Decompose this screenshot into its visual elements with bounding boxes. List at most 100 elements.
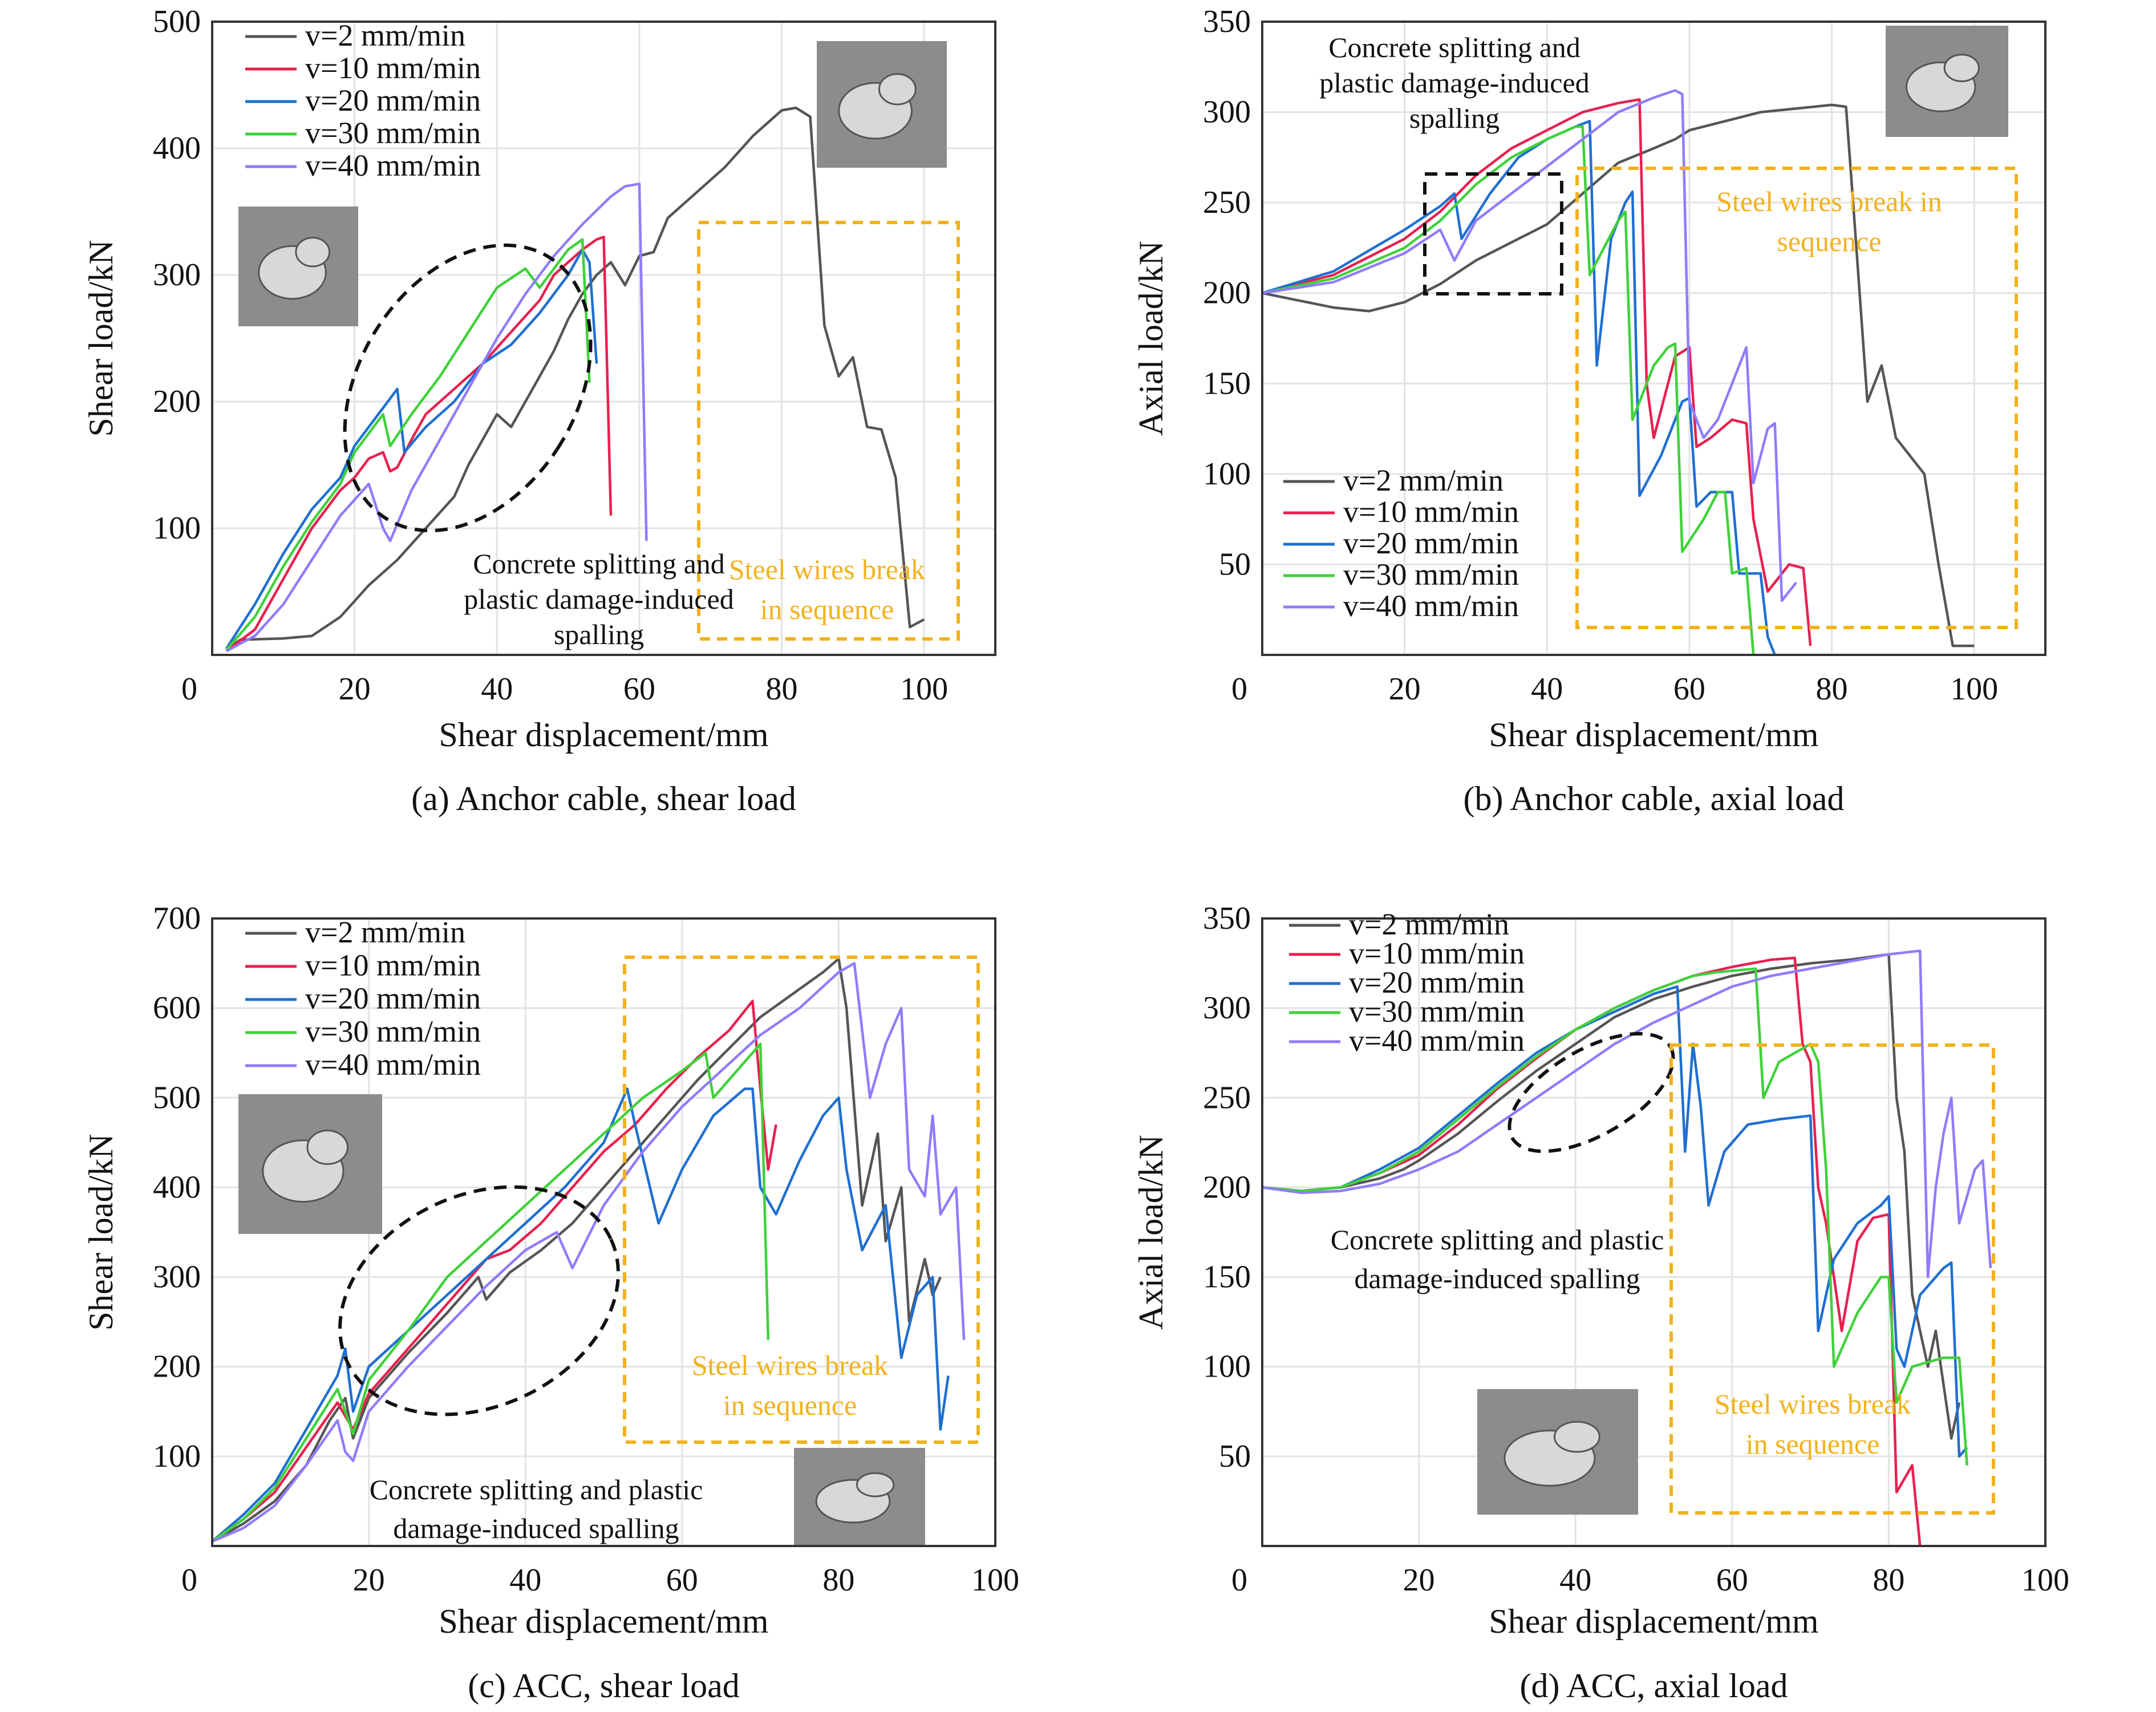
x-tick-label: 40	[481, 671, 513, 707]
x-tick-label: 60	[1716, 1563, 1748, 1598]
legend-label: v=30 mm/min	[305, 1014, 481, 1049]
y-tick-label: 200	[1203, 276, 1251, 311]
series-line-v30	[1262, 967, 1968, 1466]
x-tick-label: 20	[1403, 1563, 1435, 1598]
legend-label: v=20 mm/min	[1343, 526, 1519, 560]
y-tick-label: 300	[1203, 990, 1251, 1026]
y-tick-label: 250	[1203, 185, 1251, 220]
x-tick-label: 40	[1531, 671, 1563, 707]
x-axis-title: Shear displacement/mm	[1489, 716, 1818, 754]
y-tick-label: 100	[153, 1439, 201, 1474]
y-tick-label: 200	[153, 1349, 201, 1385]
concrete-annotation-text: Concrete splitting and	[1328, 31, 1580, 63]
concrete-annotation-text: Concrete splitting and plastic	[370, 1474, 703, 1505]
photo-detail	[1553, 1420, 1600, 1453]
y-tick-label: 350	[1203, 901, 1251, 936]
concrete-damage-box	[1423, 172, 1563, 296]
wire-annotation-text: sequence	[1777, 225, 1881, 257]
x-tick-label: 80	[766, 671, 798, 707]
plot-frame	[211, 917, 996, 1547]
series-line-v10	[225, 236, 613, 653]
y-tick-label: 50	[1219, 1439, 1251, 1474]
x-tick-label: 20	[353, 1563, 385, 1598]
x-tick-label: 0	[181, 1563, 197, 1598]
legend-label: v=2 mm/min	[1343, 463, 1503, 497]
specimen-photo-0	[817, 41, 947, 168]
legend-label: v=2 mm/min	[305, 915, 465, 949]
y-tick-label: 100	[1203, 1349, 1251, 1385]
photo-detail	[306, 1130, 349, 1165]
wire-annotation-text: in sequence	[1746, 1428, 1880, 1460]
x-axis-title: Shear displacement/mm	[439, 716, 768, 754]
plot-frame	[1261, 21, 2046, 656]
x-tick-label: 0	[1231, 1563, 1247, 1598]
legend-label: v=20 mm/min	[1349, 965, 1525, 999]
y-tick-label: 100	[153, 511, 201, 546]
wire-annotation-text: Steel wires break in	[1716, 185, 1942, 217]
x-tick-label: 0	[1231, 671, 1247, 707]
legend-label: v=10 mm/min	[1343, 495, 1519, 529]
legend-label: v=40 mm/min	[305, 1047, 481, 1082]
y-tick-label: 300	[1203, 95, 1251, 130]
x-tick-label: 0	[181, 671, 197, 707]
concrete-damage-ellipse	[343, 243, 593, 533]
series-line-v40	[225, 182, 648, 653]
y-tick-label: 400	[153, 131, 201, 166]
wire-break-box	[623, 956, 980, 1444]
series-line-v40	[1262, 89, 1797, 602]
y-axis-title: Axial load/kN	[1132, 1135, 1170, 1330]
x-tick-label: 20	[1389, 671, 1421, 707]
concrete-annotation-text: damage-induced spalling	[1354, 1262, 1640, 1294]
series-line-v10	[211, 999, 777, 1543]
panel-caption: (d) ACC, axial load	[1520, 1667, 1788, 1705]
plot-frame	[211, 21, 996, 656]
specimen-photo-0	[794, 1448, 925, 1545]
series-line-v40	[1262, 949, 1992, 1278]
x-tick-label: 20	[339, 671, 371, 707]
series-line-v40	[212, 962, 966, 1543]
legend-label: v=40 mm/min	[1343, 589, 1519, 623]
y-axis-title: Shear load/kN	[82, 1134, 120, 1331]
y-tick-label: 200	[1203, 1169, 1251, 1205]
x-axis-title: Shear displacement/mm	[1489, 1602, 1818, 1640]
photo-detail	[878, 73, 917, 106]
y-tick-label: 400	[153, 1169, 201, 1205]
y-tick-label: 500	[153, 4, 201, 39]
series-line-v2	[1262, 103, 1975, 647]
specimen-photo-0	[1477, 1389, 1638, 1515]
legend-label: v=30 mm/min	[1349, 994, 1525, 1029]
y-tick-label: 150	[1203, 1260, 1251, 1295]
series-line-v10	[1262, 98, 1812, 646]
series-line-v10	[1262, 956, 1922, 1547]
x-tick-label: 80	[1816, 671, 1848, 707]
chart-panel-1: 0 20 40 60 80 100 50 100 150 200 250 300 350 Shear di…	[1132, 4, 2046, 817]
panel-caption: (b) Anchor cable, axial load	[1463, 780, 1844, 817]
series-line-v30	[1262, 125, 1755, 655]
x-tick-label: 60	[1673, 671, 1705, 707]
photo-detail	[1943, 54, 1980, 82]
x-tick-label: 60	[666, 1563, 698, 1598]
y-tick-label: 700	[153, 901, 201, 936]
wire-annotation-text: Steel wires break	[692, 1349, 888, 1381]
legend-label: v=30 mm/min	[1343, 557, 1519, 592]
y-axis-title: Shear load/kN	[82, 240, 120, 437]
x-tick-label: 80	[1873, 1563, 1904, 1598]
legend-label: v=40 mm/min	[1349, 1023, 1525, 1058]
x-tick-label: 80	[822, 1563, 854, 1598]
x-axis-title: Shear displacement/mm	[439, 1602, 768, 1640]
series-line-v2	[1262, 953, 1961, 1440]
concrete-annotation-text: damage-induced spalling	[393, 1512, 679, 1544]
y-tick-label: 300	[153, 1260, 201, 1295]
legend-label: v=10 mm/min	[305, 948, 481, 982]
y-tick-label: 300	[153, 257, 201, 293]
concrete-annotation-text: plastic damage-induced	[464, 583, 733, 615]
x-tick-label: 100	[900, 671, 948, 707]
chart-panel-3: 0 20 40 60 80 100 50 100 150 200 250 300 350 Shear di…	[1132, 901, 2069, 1705]
series-line-v2	[211, 957, 942, 1543]
wire-annotation-text: in sequence	[723, 1389, 857, 1421]
legend-label: v=20 mm/min	[305, 83, 481, 118]
